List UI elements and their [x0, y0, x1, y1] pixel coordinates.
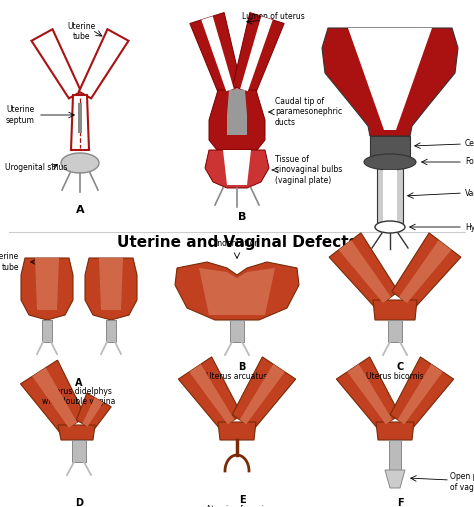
Polygon shape: [99, 258, 123, 310]
Bar: [42, 320, 52, 342]
Text: Uterine
septum: Uterine septum: [6, 105, 35, 125]
Text: Caudal tip of
paramesonephric
ducts: Caudal tip of paramesonephric ducts: [275, 97, 342, 127]
Text: Uterus bicornis: Uterus bicornis: [366, 372, 424, 381]
Polygon shape: [21, 258, 73, 320]
Text: A: A: [75, 378, 83, 388]
Polygon shape: [227, 90, 247, 135]
Text: D: D: [75, 498, 83, 507]
Text: Uterine and Vaginal Defects: Uterine and Vaginal Defects: [117, 235, 357, 250]
Polygon shape: [223, 150, 251, 185]
Text: Hymen: Hymen: [465, 223, 474, 232]
Bar: [388, 320, 402, 342]
Polygon shape: [218, 422, 256, 440]
Polygon shape: [322, 28, 458, 136]
Text: Indentation: Indentation: [215, 239, 259, 248]
Text: C: C: [396, 362, 404, 372]
Polygon shape: [85, 258, 137, 320]
Text: B: B: [238, 212, 246, 222]
Polygon shape: [377, 168, 403, 223]
Bar: [230, 320, 244, 342]
Polygon shape: [199, 268, 275, 315]
Bar: [78, 103, 82, 133]
Polygon shape: [348, 28, 432, 130]
Polygon shape: [399, 240, 451, 303]
Polygon shape: [376, 422, 414, 440]
Polygon shape: [392, 233, 461, 308]
Ellipse shape: [375, 221, 405, 233]
Polygon shape: [329, 233, 398, 308]
Polygon shape: [190, 13, 241, 94]
Text: Uterus didelphys
with double vagina: Uterus didelphys with double vagina: [42, 387, 116, 407]
Text: Uterus arcuatus: Uterus arcuatus: [206, 372, 268, 381]
Ellipse shape: [364, 154, 416, 170]
Ellipse shape: [61, 153, 99, 173]
Polygon shape: [178, 357, 242, 429]
Polygon shape: [20, 360, 86, 433]
Polygon shape: [209, 90, 265, 150]
Polygon shape: [385, 470, 405, 488]
Polygon shape: [82, 397, 103, 426]
Polygon shape: [71, 95, 89, 150]
Polygon shape: [240, 364, 285, 424]
Polygon shape: [31, 29, 81, 98]
Polygon shape: [232, 357, 296, 429]
Text: E: E: [239, 495, 246, 505]
Text: F: F: [397, 498, 403, 507]
Polygon shape: [240, 16, 273, 91]
Polygon shape: [338, 240, 391, 303]
Text: Tissue of
sinovaginal bulbs
(vaginal plate): Tissue of sinovaginal bulbs (vaginal pla…: [275, 155, 342, 185]
Polygon shape: [233, 13, 284, 94]
Text: Uterine
tube: Uterine tube: [0, 252, 19, 272]
Text: Fornix: Fornix: [465, 158, 474, 166]
Bar: [106, 320, 116, 342]
Text: Uterine
tube: Uterine tube: [68, 22, 96, 42]
Bar: [72, 440, 86, 462]
Text: Open part
of vagina: Open part of vagina: [450, 473, 474, 492]
Polygon shape: [76, 393, 111, 430]
Text: Lumen of uterus: Lumen of uterus: [242, 12, 305, 21]
Polygon shape: [337, 357, 400, 429]
Polygon shape: [390, 357, 454, 429]
Polygon shape: [347, 364, 392, 424]
Bar: [370, 136, 410, 158]
Text: B: B: [238, 362, 246, 372]
Polygon shape: [189, 364, 234, 424]
Polygon shape: [398, 364, 443, 424]
Polygon shape: [79, 29, 128, 98]
Bar: [389, 440, 401, 470]
Text: C: C: [386, 218, 394, 228]
Polygon shape: [383, 170, 397, 223]
Text: Vagina: Vagina: [465, 189, 474, 198]
Polygon shape: [58, 425, 95, 440]
Text: Atresia of cervix: Atresia of cervix: [206, 505, 268, 507]
Polygon shape: [201, 16, 234, 91]
Text: Cervix: Cervix: [465, 139, 474, 149]
Polygon shape: [205, 150, 269, 188]
Polygon shape: [373, 300, 417, 320]
Text: A: A: [76, 205, 84, 215]
Text: Urogenital sinus: Urogenital sinus: [5, 163, 67, 172]
Polygon shape: [175, 262, 299, 320]
Polygon shape: [32, 368, 77, 428]
Polygon shape: [35, 258, 59, 310]
